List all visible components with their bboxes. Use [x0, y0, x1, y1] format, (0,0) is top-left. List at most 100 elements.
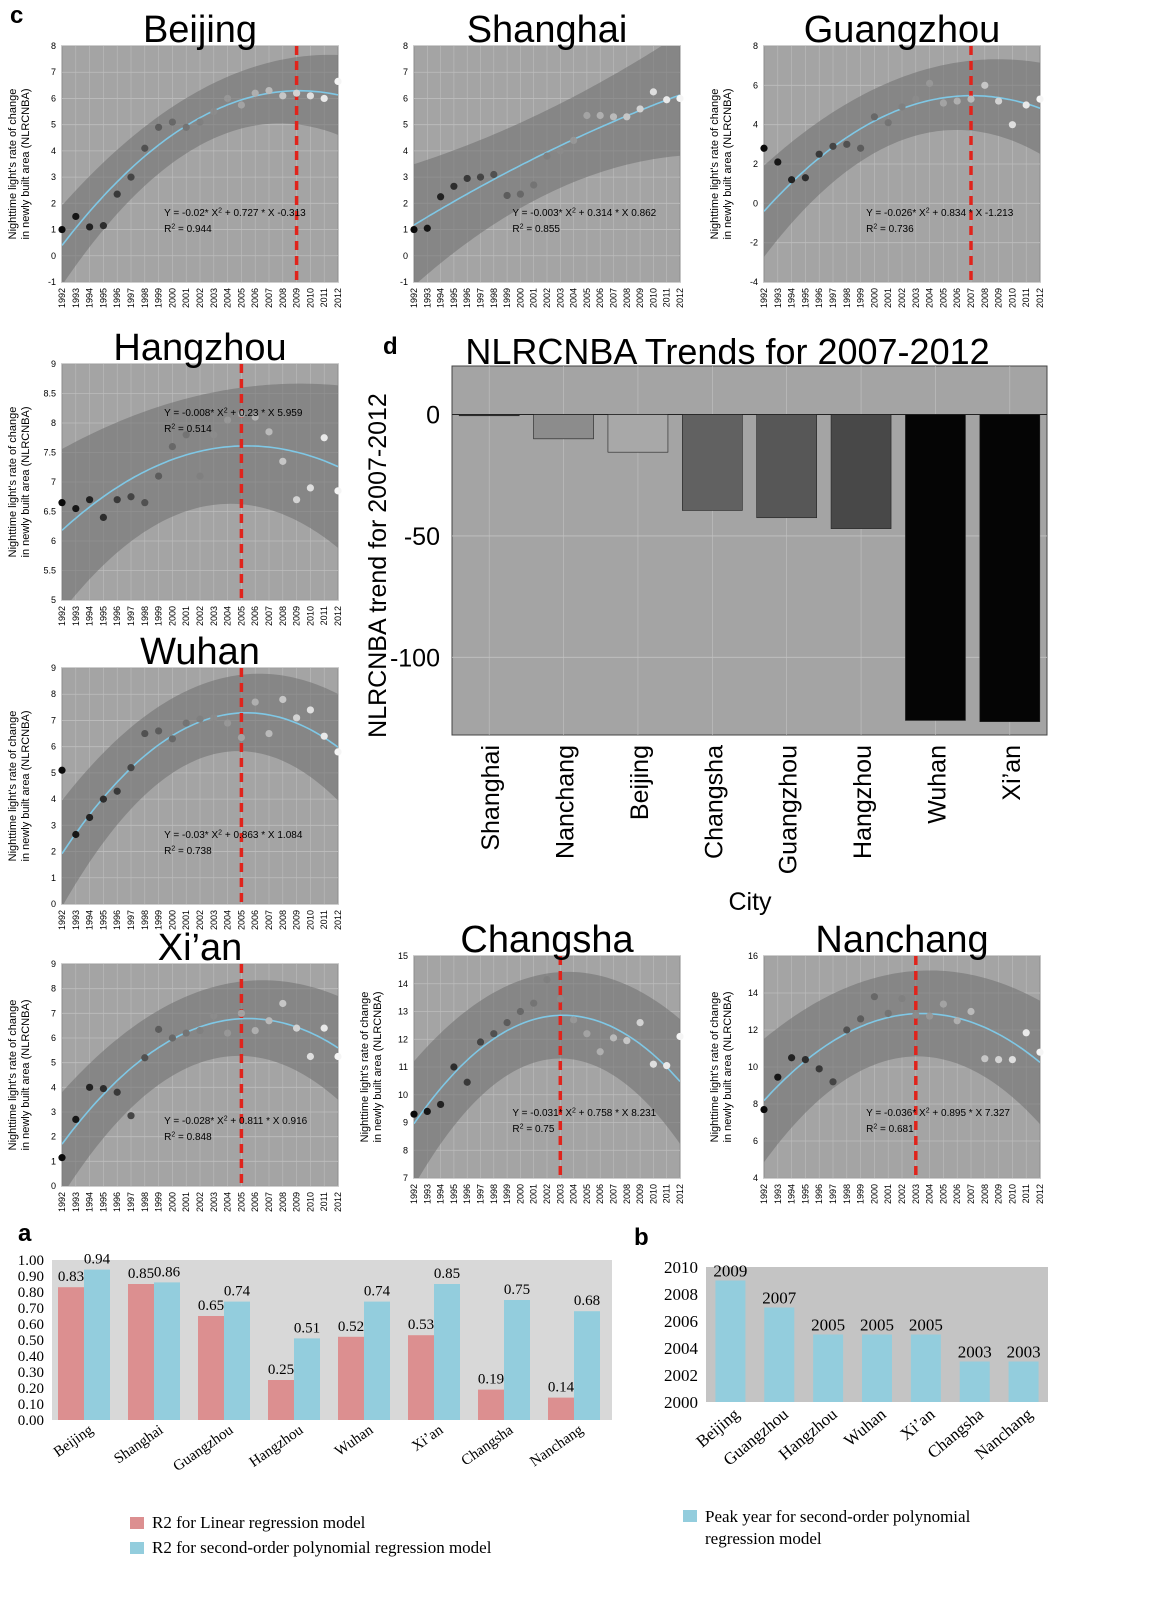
y-tick-label: 0.30 [18, 1365, 44, 1381]
x-tick-label: 2006 [952, 1184, 962, 1204]
chart-title: Hangzhou [113, 327, 286, 369]
x-tick-label: 2003 [209, 288, 219, 308]
data-point [320, 434, 328, 442]
y-tick-label: -100 [390, 644, 440, 672]
x-tick-label: 1998 [140, 288, 150, 308]
data-point [463, 1078, 471, 1086]
x-tick-label: 2003 [209, 606, 219, 626]
x-tick-label: Nanchang [527, 1422, 586, 1470]
data-point [320, 1024, 328, 1032]
x-tick-label: Shanghai [477, 745, 505, 851]
data-point [334, 77, 342, 85]
x-tick-label: 2009 [292, 1192, 302, 1212]
y-tick-label: 9 [51, 359, 56, 369]
data-point [86, 223, 94, 231]
x-tick-label: 2000 [515, 288, 525, 308]
data-point [437, 1100, 445, 1109]
x-tick-label: 2005 [236, 1192, 246, 1212]
data-point [623, 113, 631, 121]
y-tick-label: 4 [51, 146, 56, 156]
y-axis-label: NLRCNBA trend for 2007-2012 [364, 393, 392, 738]
x-tick-label: 2000 [869, 1184, 879, 1204]
data-point [843, 140, 851, 148]
data-point [237, 101, 245, 109]
x-tick-label: 2001 [529, 1184, 539, 1204]
y-axis-label: Nighttime light's rate of change [7, 711, 19, 862]
y-tick-label: 6 [753, 1136, 758, 1146]
y-tick-label: 8 [403, 41, 408, 51]
x-tick-label: 2010 [305, 606, 315, 626]
data-point [815, 150, 823, 158]
data-point [293, 496, 301, 504]
y-tick-label: 8 [51, 41, 56, 51]
data-point [334, 748, 342, 756]
data-point [609, 1034, 618, 1042]
data-point [516, 190, 524, 198]
legend-poly: R2 for second-order polynomial regressio… [130, 1538, 491, 1558]
x-tick-label: 2012 [1035, 288, 1045, 308]
data-point [58, 499, 66, 507]
data-point [437, 193, 445, 201]
x-tick-label: 2011 [319, 910, 329, 929]
y-tick-label: 2004 [664, 1339, 699, 1358]
x-tick-label: 1995 [800, 1184, 810, 1204]
data-label: 0.83 [58, 1269, 84, 1285]
data-point [224, 94, 232, 103]
data-point [237, 733, 245, 742]
chart-title: Beijing [143, 9, 257, 51]
x-tick-label: 2004 [569, 1184, 579, 1204]
x-tick-label: 2000 [167, 606, 177, 626]
x-tick-label: 1998 [140, 606, 150, 626]
data-point [884, 119, 892, 127]
bar [905, 414, 966, 721]
data-point [596, 1048, 604, 1056]
bar [830, 414, 892, 529]
x-tick-label: 2010 [1007, 288, 1017, 308]
y-tick-label: -50 [404, 523, 440, 551]
x-tick-label: 1995 [800, 288, 810, 308]
x-tick-label: 1993 [422, 288, 432, 308]
data-point [155, 1025, 163, 1033]
legend-linear-label: R2 for Linear regression model [152, 1513, 366, 1532]
bar [268, 1380, 294, 1420]
data-point [127, 764, 135, 772]
data-point [72, 212, 80, 221]
x-tick-label: 2007 [609, 288, 619, 308]
data-point [141, 729, 149, 738]
data-point [463, 174, 471, 183]
x-tick-label: 2009 [292, 606, 302, 626]
data-point [265, 1017, 273, 1025]
data-point [196, 1027, 204, 1035]
y-tick-label: 2 [51, 847, 56, 857]
data-label: 0.19 [478, 1372, 504, 1388]
x-tick-label: 2004 [569, 288, 579, 308]
x-tick-label: 1993 [773, 1184, 783, 1204]
data-point [649, 1060, 657, 1068]
data-point [306, 1052, 314, 1061]
y-tick-label: 1 [51, 1156, 56, 1166]
data-label: 0.74 [364, 1284, 391, 1300]
data-point [58, 766, 66, 774]
panel-label-a: a [18, 1220, 32, 1247]
x-tick-label: 1997 [828, 1184, 838, 1204]
data-point [423, 224, 431, 232]
y-axis-label: Nighttime light's rate of change [709, 992, 721, 1143]
x-tick-label: 1997 [126, 910, 136, 930]
data-point [293, 89, 301, 97]
r-squared: R2 = 0.681 [866, 1123, 914, 1135]
data-point [676, 94, 684, 103]
fit-curve [62, 1017, 338, 1145]
data-point [99, 222, 107, 230]
r-squared: R2 = 0.944 [164, 223, 212, 235]
y-tick-label: 0.00 [18, 1413, 44, 1429]
data-label: 2007 [762, 1289, 797, 1308]
legend-poly-label: R2 for second-order polynomial regressio… [152, 1538, 492, 1557]
data-point [857, 1015, 865, 1023]
data-point [196, 472, 204, 480]
data-point [237, 410, 245, 418]
bar [1008, 1361, 1039, 1402]
data-point [543, 152, 551, 160]
data-point [237, 1009, 245, 1017]
data-point [320, 732, 328, 740]
data-point [939, 99, 947, 107]
